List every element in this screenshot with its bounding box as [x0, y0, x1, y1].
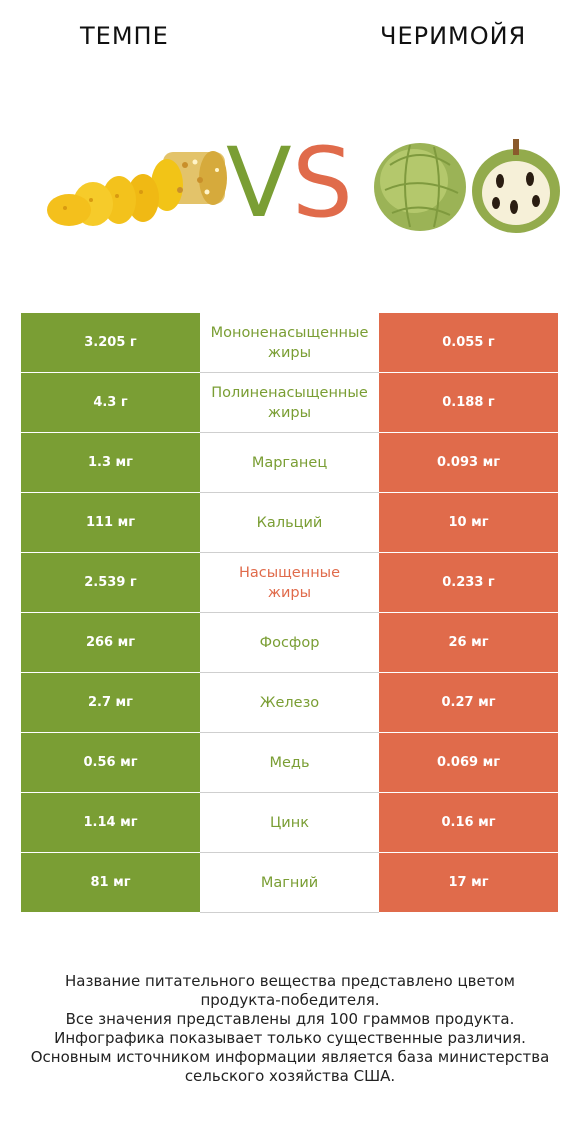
- left-value-cell: 3.205 г: [21, 313, 200, 373]
- nutrient-label: Насыщенные жиры: [200, 553, 379, 613]
- right-value-cell: 0.069 мг: [379, 733, 558, 793]
- cherimoya-image: [374, 139, 560, 233]
- nutrient-label: Цинк: [200, 793, 379, 853]
- left-value-cell: 4.3 г: [21, 373, 200, 433]
- left-value-cell: 2.7 мг: [21, 673, 200, 733]
- table-row: 266 мг Фосфор 26 мг: [21, 613, 558, 673]
- left-value-cell: 1.14 мг: [21, 793, 200, 853]
- footer-line: Все значения представлены для 100 граммо…: [65, 1010, 515, 1028]
- right-value-cell: 17 мг: [379, 853, 558, 913]
- footer-line: продукта-победителя.: [200, 991, 380, 1009]
- tempeh-block: [151, 151, 227, 211]
- table-row: 1.3 мг Марганец 0.093 мг: [21, 433, 558, 493]
- footer-line: сельского хозяйства США.: [184, 1067, 396, 1085]
- table-row: 2.539 г Насыщенные жиры 0.233 г: [21, 553, 558, 613]
- right-value-cell: 0.233 г: [379, 553, 558, 613]
- tempeh-image: [47, 151, 227, 226]
- left-value-cell: 1.3 мг: [21, 433, 200, 493]
- left-product-title: ТЕМПЕ: [80, 22, 169, 50]
- left-value-cell: 2.539 г: [21, 553, 200, 613]
- right-value-cell: 0.055 г: [379, 313, 558, 373]
- table-row: 3.205 г Мононенасыщенные жиры 0.055 г: [21, 313, 558, 373]
- right-value-cell: 0.16 мг: [379, 793, 558, 853]
- nutrient-label: Мононенасыщенные жиры: [200, 313, 379, 373]
- cherimoya-whole: [374, 143, 466, 231]
- right-value-cell: 0.093 мг: [379, 433, 558, 493]
- right-value-cell: 10 мг: [379, 493, 558, 553]
- left-value-cell: 81 мг: [21, 853, 200, 913]
- right-value-cell: 0.27 мг: [379, 673, 558, 733]
- tempeh-slice: [47, 194, 91, 226]
- nutrient-label: Железо: [200, 673, 379, 733]
- footer-line: Название питательного вещества представл…: [65, 972, 515, 990]
- table-row: 4.3 г Полиненасыщенные жиры 0.188 г: [21, 373, 558, 433]
- comparison-table: 3.205 г Мононенасыщенные жиры 0.055 г 4.3 г…: [21, 313, 558, 913]
- vs-letter-v: V: [226, 127, 292, 239]
- vs-letter-s: S: [292, 127, 353, 239]
- table-row: 2.7 мг Железо 0.27 мг: [21, 673, 558, 733]
- left-value-cell: 111 мг: [21, 493, 200, 553]
- footer-line: Основным источником информации является …: [30, 1048, 550, 1066]
- nutrient-label: Фосфор: [200, 613, 379, 673]
- table-row: 111 мг Кальций 10 мг: [21, 493, 558, 553]
- cherimoya-half: [472, 139, 560, 233]
- footer-note: Название питательного вещества представл…: [10, 972, 570, 1086]
- left-value-cell: 0.56 мг: [21, 733, 200, 793]
- right-value-cell: 26 мг: [379, 613, 558, 673]
- nutrient-label: Медь: [200, 733, 379, 793]
- nutrient-label: Кальций: [200, 493, 379, 553]
- right-value-cell: 0.188 г: [379, 373, 558, 433]
- tempeh-slice: [127, 174, 159, 222]
- table-row: 81 мг Магний 17 мг: [21, 853, 558, 913]
- left-value-cell: 266 мг: [21, 613, 200, 673]
- nutrient-label: Полиненасыщенные жиры: [200, 373, 379, 433]
- table-row: 0.56 мг Медь 0.069 мг: [21, 733, 558, 793]
- nutrient-label: Магний: [200, 853, 379, 913]
- right-product-title: ЧЕРИМОЙЯ: [380, 22, 527, 50]
- footer-line: Инфографика показывает только существенн…: [54, 1029, 526, 1047]
- table-row: 1.14 мг Цинк 0.16 мг: [21, 793, 558, 853]
- nutrient-label: Марганец: [200, 433, 379, 493]
